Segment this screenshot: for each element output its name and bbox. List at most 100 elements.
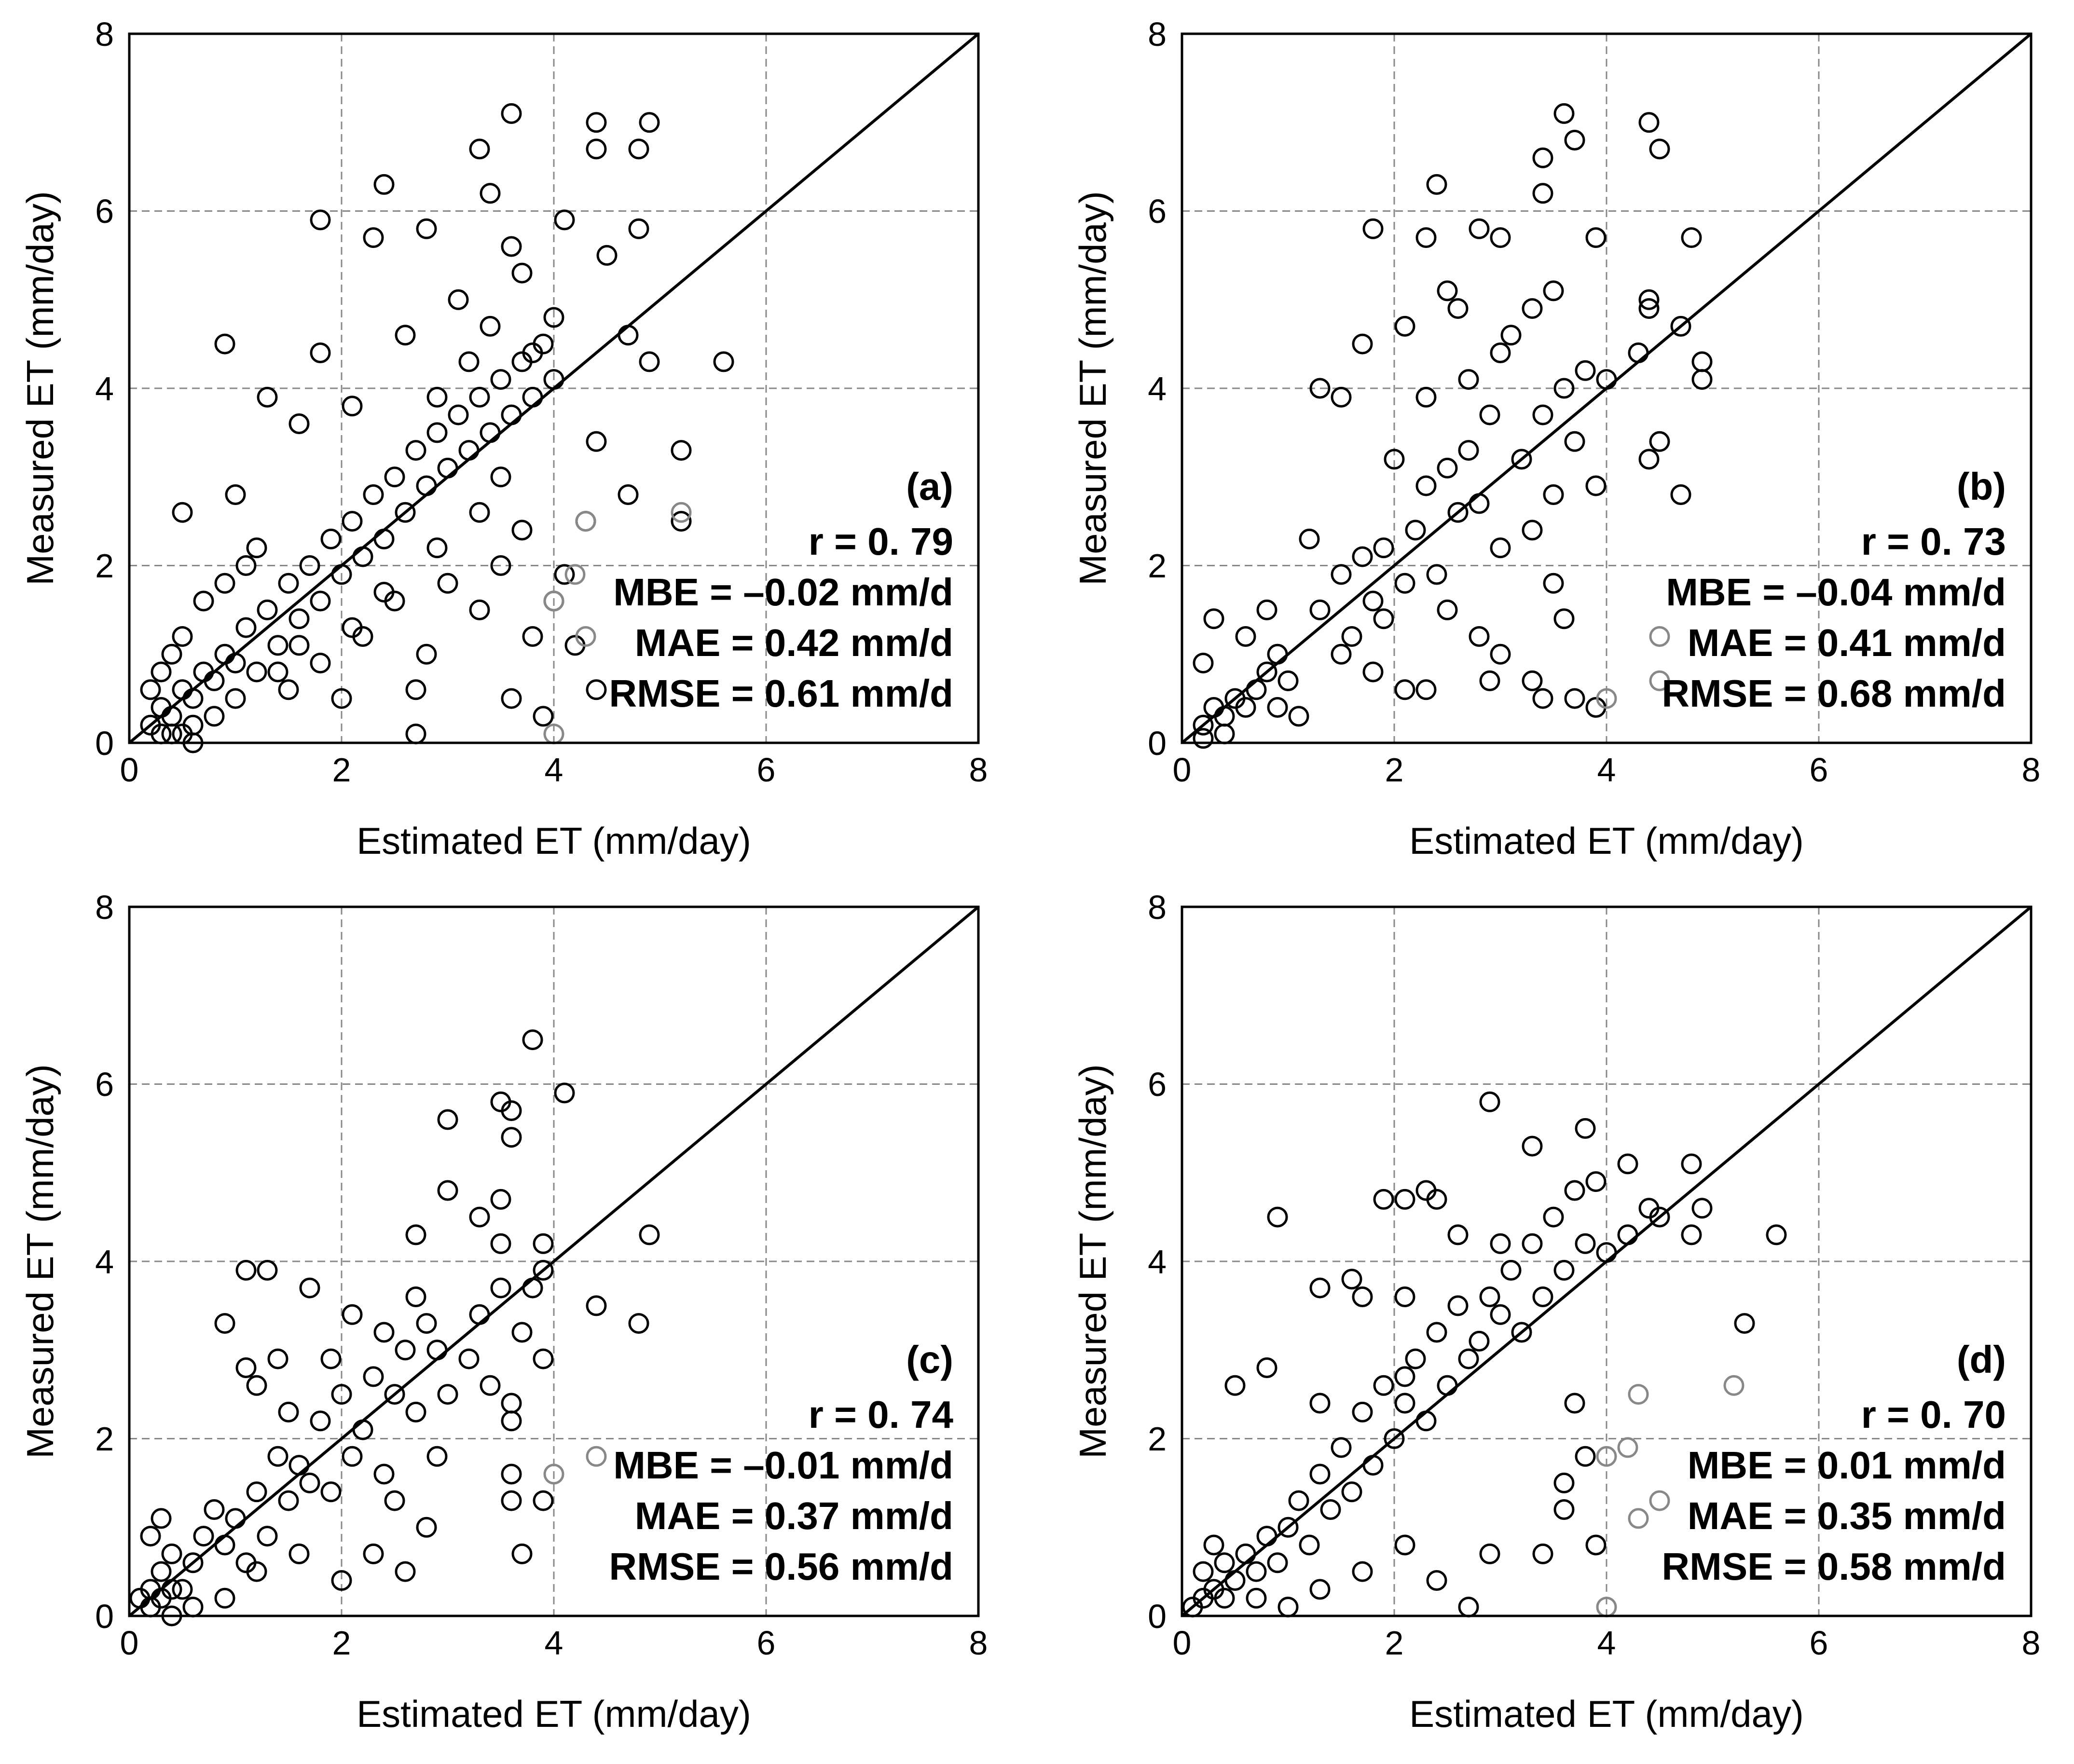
x-axis-label: Estimated ET (mm/day) — [1409, 820, 1804, 862]
data-point — [1670, 315, 1691, 337]
data-point — [331, 1384, 352, 1405]
y-tick-label: 4 — [1148, 370, 1167, 408]
data-point — [1543, 484, 1564, 505]
data-point — [554, 1082, 575, 1104]
data-point — [1415, 1180, 1437, 1201]
stat-mae: MAE = 0.37 mm/d — [635, 1494, 953, 1537]
data-point — [501, 1393, 522, 1414]
data-point — [1341, 626, 1362, 647]
x-tick-labels: 0 2 4 6 8 — [1173, 751, 2041, 789]
data-point — [342, 396, 363, 417]
data-point — [490, 1189, 511, 1210]
data-point — [288, 1543, 310, 1564]
data-point — [151, 1561, 172, 1582]
data-point — [214, 1587, 235, 1609]
data-point — [501, 1100, 522, 1121]
data-point — [193, 590, 214, 612]
data-point — [1415, 227, 1437, 248]
data-point — [1458, 1597, 1479, 1618]
data-point — [1362, 661, 1384, 683]
data-point — [310, 1410, 331, 1432]
data-point — [1469, 626, 1490, 647]
data-point — [225, 484, 246, 505]
data-point — [395, 502, 416, 523]
data-point — [437, 457, 458, 479]
data-point — [480, 315, 501, 337]
data-point — [1267, 643, 1288, 665]
y-tick-label: 0 — [95, 725, 114, 762]
data-point — [405, 1401, 426, 1422]
data-point — [214, 1313, 235, 1334]
data-point — [522, 626, 543, 647]
data-point — [1309, 599, 1331, 620]
data-point — [511, 520, 533, 541]
data-point — [1373, 537, 1394, 559]
data-point — [522, 386, 543, 408]
data-point — [342, 511, 363, 532]
x-tick-label: 2 — [332, 1624, 351, 1662]
data-point — [1691, 351, 1713, 372]
panel-label: (a) — [906, 465, 953, 508]
data-point — [1532, 147, 1553, 168]
stat-rmse: RMSE = 0.61 mm/d — [609, 672, 953, 715]
data-point — [1394, 573, 1415, 594]
data-point — [1458, 1348, 1479, 1369]
data-point — [363, 1543, 384, 1564]
data-point — [1288, 706, 1309, 727]
data-point — [172, 1579, 193, 1600]
data-point — [1553, 1259, 1575, 1281]
data-point — [1511, 449, 1532, 470]
data-point-gray — [1628, 1384, 1649, 1405]
data-point — [1681, 227, 1702, 248]
data-point — [1522, 670, 1543, 691]
data-point — [257, 386, 278, 408]
y-tick-label: 2 — [1148, 1420, 1167, 1458]
data-point — [214, 573, 235, 594]
data-point — [182, 1552, 204, 1573]
data-point — [1500, 325, 1522, 346]
data-point — [437, 1180, 458, 1201]
data-point — [352, 546, 373, 567]
data-point — [320, 1481, 342, 1503]
data-point — [1437, 599, 1458, 620]
data-point — [501, 1490, 522, 1511]
data-point — [1553, 378, 1575, 399]
data-point — [458, 440, 480, 461]
stat-mbe: MBE = –0.02 mm/d — [613, 571, 953, 614]
x-tick-labels: 0 2 4 6 8 — [120, 1624, 988, 1662]
data-point — [140, 1526, 161, 1547]
data-point — [1564, 1180, 1585, 1201]
data-point — [501, 1410, 522, 1432]
data-point — [1277, 1597, 1299, 1618]
data-point — [151, 661, 172, 683]
data-point — [405, 724, 426, 745]
data-point — [1564, 431, 1585, 452]
panel-label: (c) — [906, 1338, 953, 1381]
data-point — [204, 706, 225, 727]
data-point — [1447, 1295, 1469, 1316]
data-point — [1638, 298, 1660, 319]
data-point — [1575, 1118, 1596, 1139]
data-point — [533, 1348, 554, 1369]
y-tick-label: 8 — [95, 889, 114, 926]
data-point — [1331, 1437, 1352, 1458]
y-tick-label: 0 — [95, 1598, 114, 1635]
data-point — [501, 688, 522, 709]
data-point — [480, 422, 501, 443]
data-point-gray — [543, 590, 564, 612]
data-point-gray — [671, 502, 692, 523]
y-axis-label: Measured ET (mm/day) — [1071, 1064, 1114, 1459]
data-point — [1638, 289, 1660, 310]
data-point — [596, 245, 618, 266]
scatter-points — [1182, 1091, 1787, 1618]
data-point — [1564, 688, 1585, 709]
data-point — [501, 103, 522, 124]
data-point — [1670, 484, 1691, 505]
data-point — [1543, 573, 1564, 594]
data-point — [395, 325, 416, 346]
data-point — [713, 351, 734, 372]
data-point — [511, 1543, 533, 1564]
data-point — [1564, 1393, 1585, 1414]
data-point — [490, 466, 511, 488]
data-point — [1277, 1517, 1299, 1538]
